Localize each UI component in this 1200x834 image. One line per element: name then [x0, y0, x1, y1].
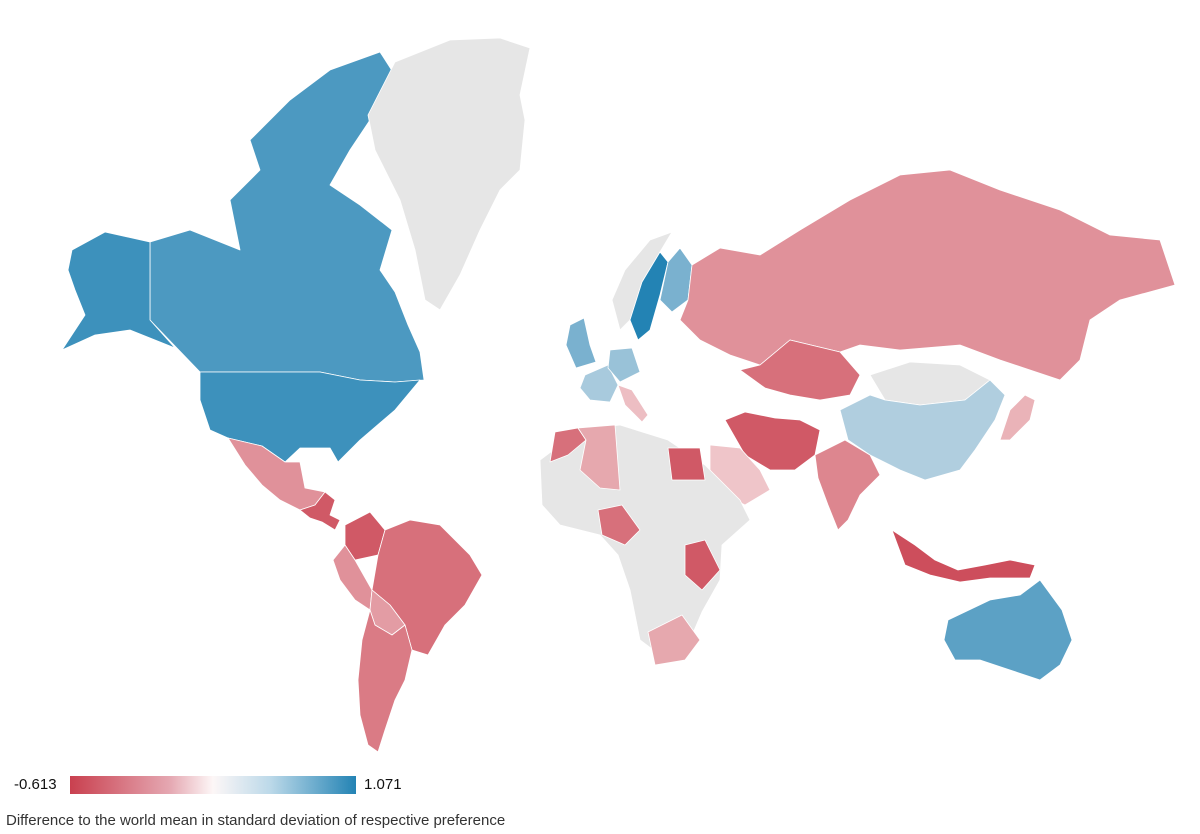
region-morocco[interactable]	[549, 427, 587, 463]
region-india[interactable]	[814, 439, 881, 531]
region-south-africa[interactable]	[647, 614, 701, 666]
region-nigeria[interactable]	[597, 504, 641, 546]
color-legend: -0.613 1.071	[0, 772, 600, 798]
region-kazakhstan[interactable]	[739, 339, 861, 401]
region-china[interactable]	[839, 379, 1006, 481]
region-peru[interactable]	[332, 544, 373, 611]
region-chile-argentina[interactable]	[357, 609, 413, 753]
region-italy[interactable]	[617, 384, 649, 423]
legend-min-label: -0.613	[14, 776, 57, 793]
map-caption: Difference to the world mean in standard…	[6, 812, 506, 829]
region-russia[interactable]	[679, 169, 1176, 381]
region-united-states[interactable]	[199, 371, 421, 463]
region-algeria[interactable]	[577, 424, 621, 491]
region-egypt[interactable]	[667, 447, 706, 481]
region-africa-other[interactable]	[539, 424, 751, 656]
region-tanzania[interactable]	[684, 539, 721, 591]
legend-gradient-bar	[70, 776, 356, 794]
region-greenland[interactable]	[367, 37, 531, 311]
region-germany[interactable]	[607, 347, 641, 383]
region-united-kingdom[interactable]	[565, 317, 597, 369]
world-choropleth-map	[61, 37, 1176, 753]
region-alaska[interactable]	[61, 231, 176, 351]
region-central-america[interactable]	[299, 491, 341, 531]
region-japan[interactable]	[999, 394, 1036, 441]
region-indonesia[interactable]	[891, 529, 1036, 583]
legend-max-label: 1.071	[364, 776, 402, 793]
region-iran-afghanistan[interactable]	[724, 411, 821, 471]
region-sweden[interactable]	[629, 251, 669, 341]
region-australia[interactable]	[943, 579, 1073, 681]
